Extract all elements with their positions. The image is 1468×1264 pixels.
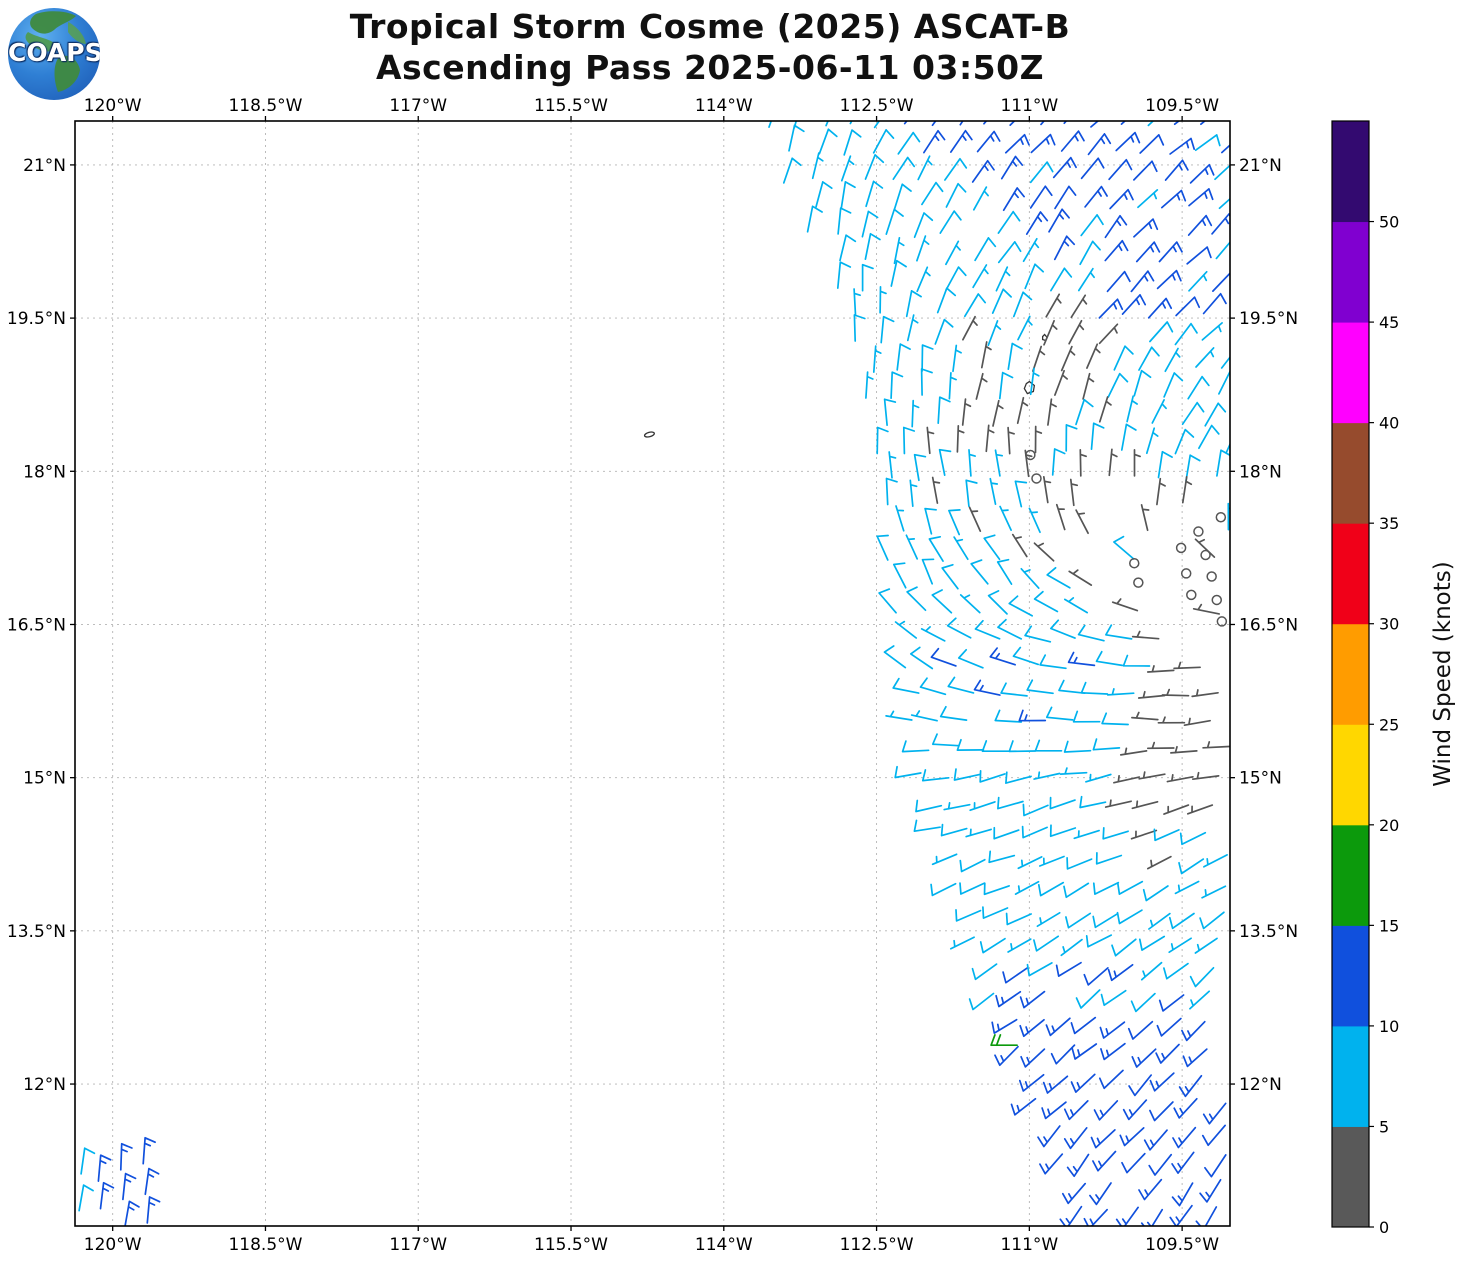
- svg-text:111°W: 111°W: [1000, 96, 1058, 116]
- wind-barbs: [78, 121, 1230, 1226]
- svg-text:20: 20: [1379, 816, 1399, 835]
- svg-text:10: 10: [1379, 1017, 1399, 1036]
- svg-text:118.5°W: 118.5°W: [228, 96, 302, 116]
- svg-text:12°N: 12°N: [23, 1075, 66, 1095]
- coaps-logo-globe: [25, 11, 86, 92]
- svg-text:13.5°N: 13.5°N: [7, 922, 66, 942]
- svg-text:112.5°W: 112.5°W: [840, 1235, 914, 1255]
- svg-text:35: 35: [1379, 514, 1399, 533]
- svg-text:15°N: 15°N: [1239, 769, 1282, 789]
- svg-text:118.5°W: 118.5°W: [228, 1235, 302, 1255]
- coaps-logo-text: COAPS: [8, 38, 100, 67]
- map-frame: [74, 120, 1231, 1227]
- svg-text:109.5°W: 109.5°W: [1145, 96, 1219, 116]
- svg-text:12°N: 12°N: [1239, 1075, 1282, 1095]
- svg-text:117°W: 117°W: [389, 96, 447, 116]
- calm-wind-circles: [1025, 449, 1228, 627]
- svg-text:112.5°W: 112.5°W: [840, 96, 914, 116]
- svg-text:30: 30: [1379, 615, 1399, 634]
- plot-title-line1: Tropical Storm Cosme (2025) ASCAT-B: [349, 7, 1071, 46]
- plot-title-line2: Ascending Pass 2025-06-11 03:50Z: [375, 48, 1045, 87]
- plot-title-block: Tropical Storm Cosme (2025) ASCAT-B Asce…: [160, 6, 1260, 88]
- svg-text:50: 50: [1379, 213, 1399, 232]
- svg-text:16.5°N: 16.5°N: [7, 615, 66, 635]
- svg-text:18°N: 18°N: [1239, 462, 1282, 482]
- svg-text:114°W: 114°W: [695, 96, 753, 116]
- svg-text:120°W: 120°W: [84, 1235, 142, 1255]
- coaps-logo: COAPS: [8, 8, 100, 100]
- svg-text:25: 25: [1379, 715, 1399, 734]
- svg-text:21°N: 21°N: [23, 156, 66, 176]
- grid-lines: [75, 121, 1230, 1226]
- svg-text:115.5°W: 115.5°W: [534, 1235, 608, 1255]
- island-outlines: [643, 333, 1048, 438]
- axis-ticks-and-labels: 120°W 120°W 118.5°W 118.5°W 117°W 117°W 115.5°…: [7, 96, 1298, 1255]
- svg-text:15: 15: [1379, 916, 1399, 935]
- svg-text:18°N: 18°N: [23, 462, 66, 482]
- svg-text:5: 5: [1379, 1117, 1389, 1136]
- svg-text:111°W: 111°W: [1000, 1235, 1058, 1255]
- svg-text:15°N: 15°N: [23, 769, 66, 789]
- svg-text:16.5°N: 16.5°N: [1239, 615, 1298, 635]
- svg-text:21°N: 21°N: [1239, 156, 1282, 176]
- svg-text:114°W: 114°W: [695, 1235, 753, 1255]
- svg-text:120°W: 120°W: [84, 96, 142, 116]
- svg-text:45: 45: [1379, 313, 1399, 332]
- svg-text:0: 0: [1379, 1218, 1389, 1237]
- svg-text:13.5°N: 13.5°N: [1239, 922, 1298, 942]
- svg-text:109.5°W: 109.5°W: [1145, 1235, 1219, 1255]
- colorbar-label: Wind Speed (knots): [1430, 561, 1456, 786]
- colorbar: 0 5 10 15 20 25 30 35 40 45 50: [1331, 120, 1399, 1237]
- svg-text:19.5°N: 19.5°N: [7, 309, 66, 329]
- svg-text:40: 40: [1379, 414, 1399, 433]
- svg-text:117°W: 117°W: [389, 1235, 447, 1255]
- svg-text:115.5°W: 115.5°W: [534, 96, 608, 116]
- svg-text:19.5°N: 19.5°N: [1239, 309, 1298, 329]
